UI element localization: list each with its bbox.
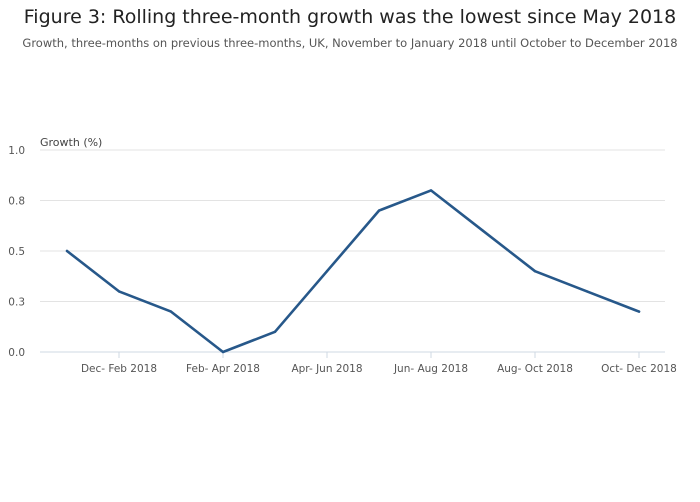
data-point [429, 189, 433, 192]
data-point [325, 270, 329, 273]
data-point [65, 249, 69, 253]
data-point [533, 270, 537, 273]
x-tick-label: Jun- Aug 2018 [393, 363, 468, 375]
data-point [169, 310, 173, 313]
series-line [65, 189, 641, 354]
x-tick-label: Feb- Apr 2018 [186, 363, 260, 375]
x-tick-label: Apr- Jun 2018 [291, 363, 362, 375]
x-tick-label: Oct- Dec 2018 [601, 363, 677, 375]
y-tick-label: 0.8 [8, 196, 25, 208]
x-tick-label: Dec- Feb 2018 [81, 363, 157, 375]
data-point [273, 330, 277, 333]
y-axis: 0.0 0.3 0.5 0.8 1.0 [8, 145, 25, 359]
y-tick-label: 0.3 [8, 297, 25, 309]
x-tick-label: Aug- Oct 2018 [497, 363, 573, 375]
y-tick-label: 1.0 [8, 145, 25, 157]
data-point [481, 229, 485, 232]
data-point [377, 209, 381, 212]
x-axis: Dec- Feb 2018 Feb- Apr 2018 Apr- Jun 2018 J… [40, 351, 677, 375]
y-tick-label: 0.5 [8, 246, 25, 258]
data-point [221, 350, 225, 354]
gridlines [40, 149, 665, 302]
series-group [65, 189, 641, 354]
y-axis-label: Growth (%) [40, 136, 102, 149]
data-point [637, 310, 641, 313]
data-point [585, 290, 589, 293]
data-point [117, 290, 121, 293]
chart-subtitle: Growth, three-months on previous three-m… [22, 36, 678, 50]
chart-title: Figure 3: Rolling three-month growth was… [23, 6, 677, 28]
y-tick-label: 0.0 [8, 347, 25, 359]
